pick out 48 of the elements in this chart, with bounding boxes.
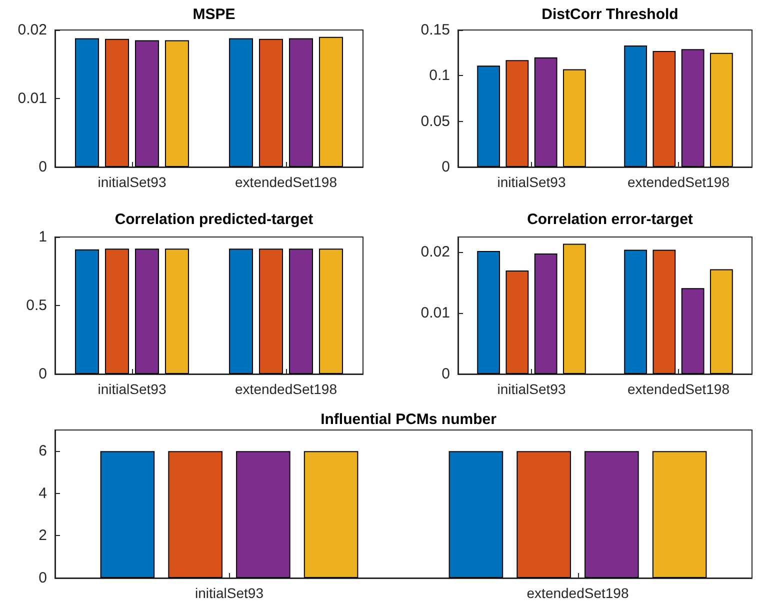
x-tick-label: initialSet93 — [497, 174, 566, 190]
y-tick-label: 4 — [38, 484, 47, 502]
x-tick-label: extendedSet198 — [628, 174, 730, 190]
x-tick-label: extendedSet198 — [526, 585, 629, 601]
y-tick-label: 0.02 — [420, 244, 450, 261]
bar — [710, 52, 733, 167]
y-tick-label: 0.5 — [26, 297, 47, 314]
bar — [652, 51, 676, 167]
x-tick-label: extendedSet198 — [235, 381, 338, 397]
y-tick-label: 0 — [38, 366, 47, 382]
y-tick-label: 0.1 — [429, 67, 450, 84]
bar — [562, 244, 586, 374]
y-tick-label: 0 — [442, 158, 450, 176]
bar — [681, 288, 704, 374]
bar — [534, 57, 558, 167]
chart-title: Influential PCMs number — [320, 411, 497, 428]
y-tick-label: 0.01 — [420, 304, 450, 322]
bar — [477, 251, 500, 374]
y-tick-label: 0 — [38, 570, 47, 586]
y-tick-label: 2 — [38, 527, 47, 544]
bar — [506, 60, 529, 167]
y-tick-label: 0.02 — [18, 22, 47, 38]
y-tick-label: 1 — [38, 228, 47, 246]
x-tick-label: initialSet93 — [497, 381, 566, 397]
y-tick-label: 6 — [38, 442, 47, 460]
y-tick-label: 0 — [38, 158, 47, 176]
bar — [710, 269, 733, 374]
chart-title: DistCorr Threshold — [542, 6, 678, 23]
y-tick-label: 0.15 — [420, 22, 450, 38]
bar — [624, 250, 648, 374]
x-tick-label: initialSet93 — [195, 585, 264, 601]
x-tick-label: extendedSet198 — [235, 174, 338, 190]
y-tick-label: 0 — [442, 366, 450, 382]
bar — [562, 69, 586, 167]
chart-title: MSPE — [192, 6, 236, 23]
chart-title: Correlation predicted-target — [114, 211, 314, 228]
y-tick-label: 0.05 — [420, 112, 450, 130]
bar — [506, 270, 529, 374]
x-tick-label: initialSet93 — [98, 381, 166, 397]
x-tick-label: initialSet93 — [98, 174, 166, 190]
bar — [534, 253, 558, 374]
x-tick-label: extendedSet198 — [628, 381, 730, 397]
chart-title: Correlation error-target — [527, 211, 693, 228]
bar — [652, 250, 676, 374]
bar — [681, 49, 704, 167]
bar — [624, 46, 648, 167]
bar — [477, 66, 500, 167]
y-tick-label: 0.01 — [18, 90, 47, 107]
